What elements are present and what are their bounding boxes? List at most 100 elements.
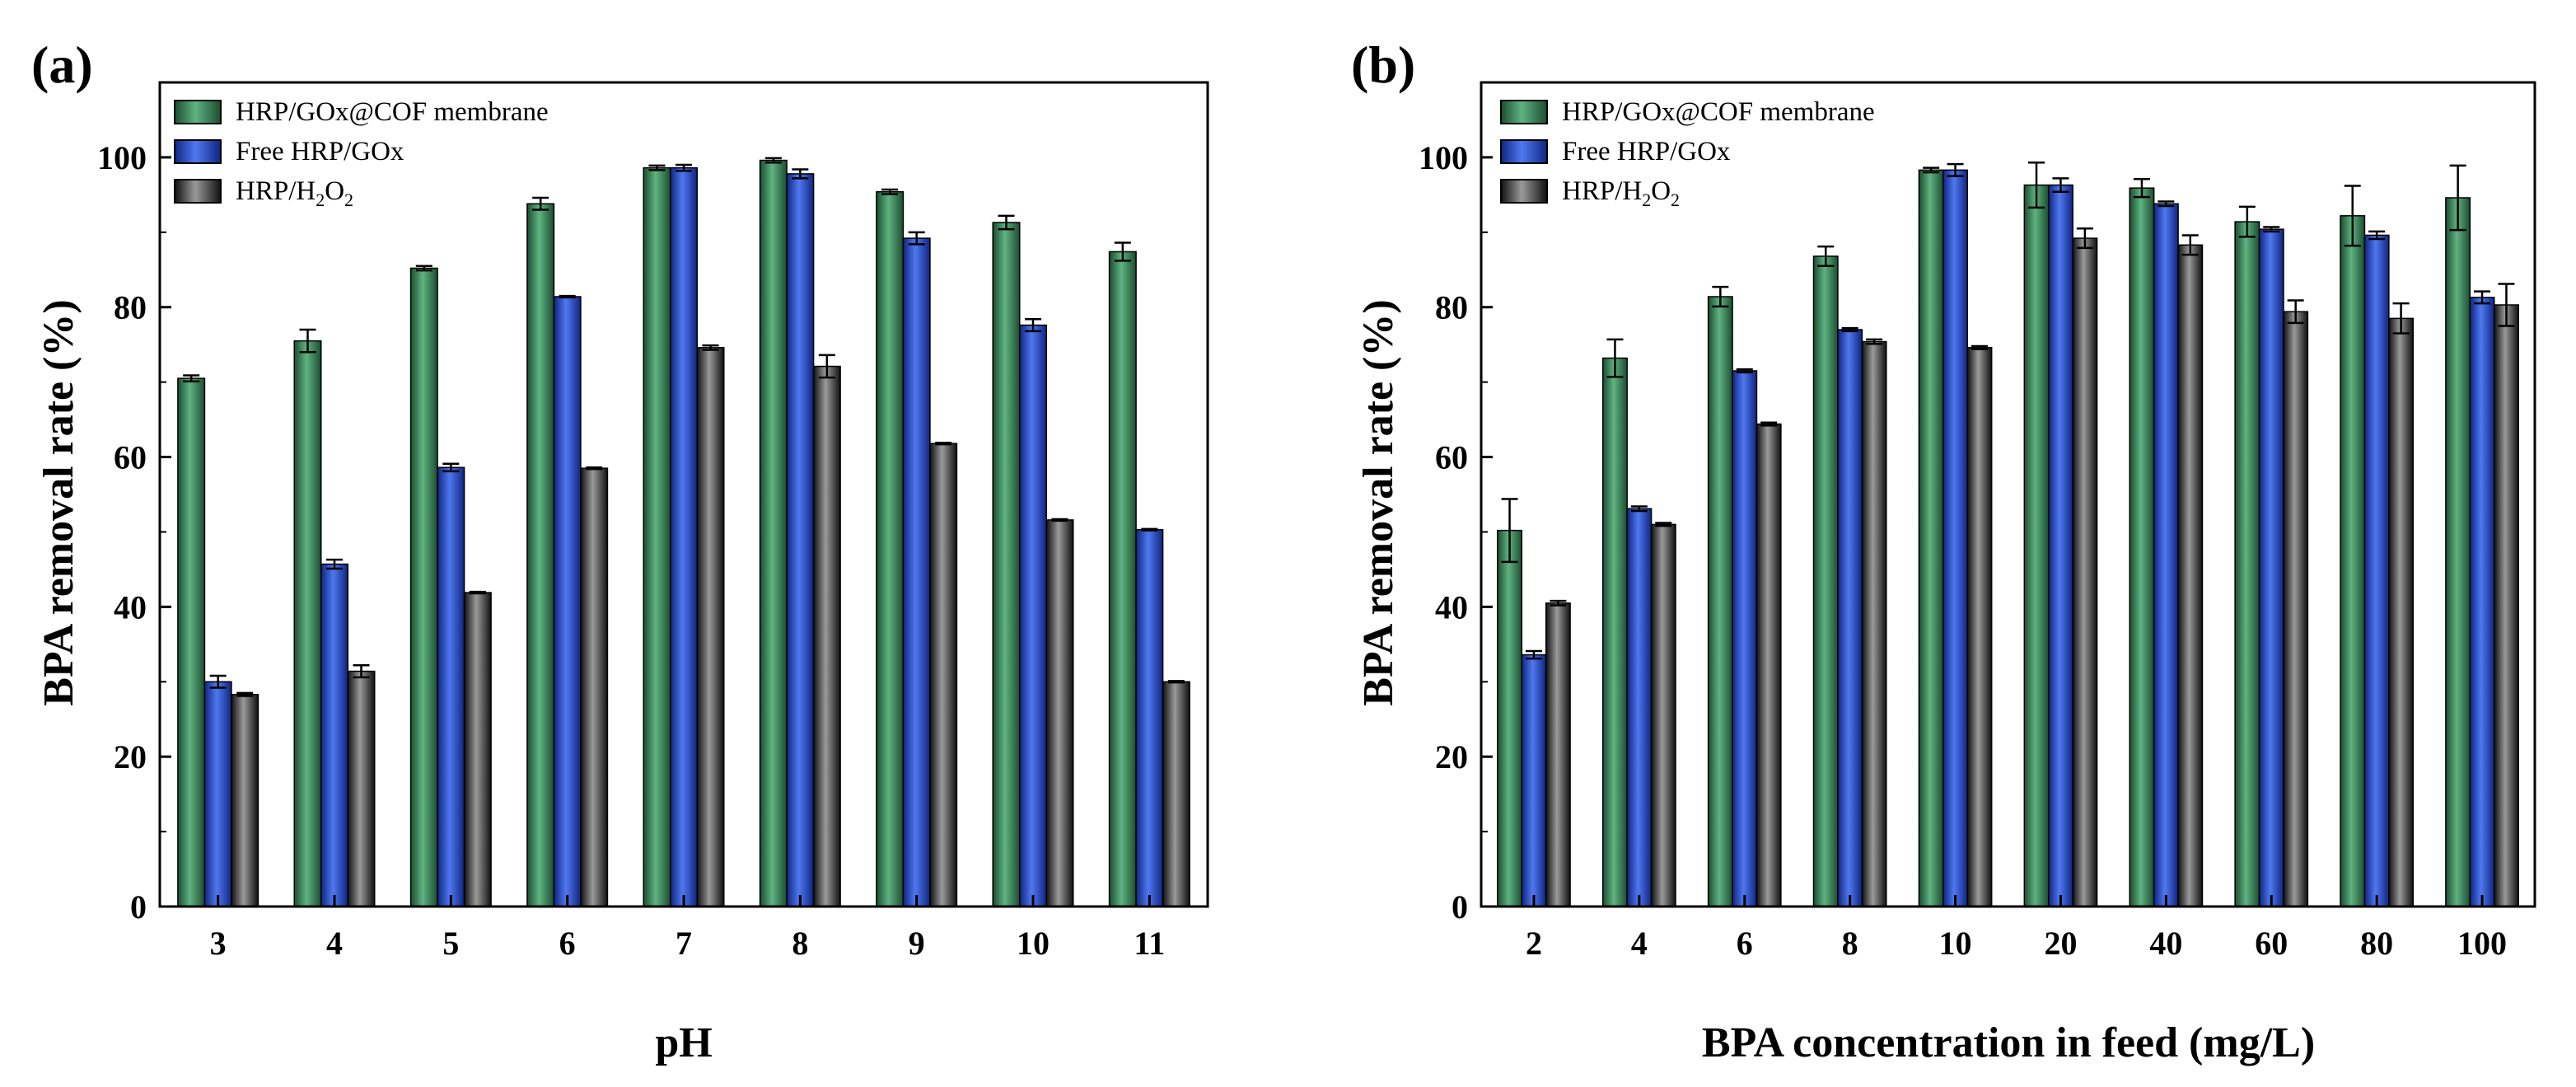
error-bar-membrane-a-10 [998, 214, 1015, 231]
legend-swatch-h2o2-a [174, 179, 222, 204]
error-bar-membrane-b-20 [2028, 162, 2045, 209]
y-tick-label-a-80: 80 [114, 289, 147, 326]
x-tick-label-a-8: 8 [792, 925, 808, 962]
plot-area-b: 0 20 40 60 80 100 2 4 6 8 10 20 40 60 80 100 [1419, 81, 2536, 962]
bar-h2o2-a-5 [463, 592, 492, 907]
legend-label-membrane-b: HRP/GOx@COF membrane [1562, 97, 1875, 127]
bar-membrane-a-4 [293, 340, 322, 907]
legend-swatch-free-a [174, 139, 222, 164]
y-tick-label-b-100: 100 [1419, 139, 1468, 176]
y-tick-label-a-20: 20 [114, 738, 147, 775]
panel-a: (a) BPA removal rate (%) pH 0 20 40 60 80 100… [31, 35, 1209, 1066]
error-bar-h2o2-a-9 [935, 442, 952, 446]
y-axis-title-b: BPA removal rate (%) [1355, 299, 1402, 705]
x-tick-label-a-5: 5 [442, 925, 459, 962]
bar-free-b-8 [1837, 329, 1863, 907]
x-tick-label-b-60: 60 [2255, 925, 2288, 962]
x-axis-title-b: BPA concentration in feed (mg/L) [1702, 1019, 2315, 1066]
error-bar-h2o2-a-11 [1167, 680, 1185, 684]
bar-membrane-b-80 [2340, 215, 2366, 907]
bar-membrane-a-9 [876, 190, 905, 907]
bar-free-a-5 [437, 466, 465, 907]
bar-free-b-4 [1626, 508, 1653, 907]
error-bar-free-b-20 [2052, 177, 2069, 193]
bar-membrane-b-60 [2234, 221, 2260, 907]
bar-h2o2-a-4 [347, 670, 376, 907]
x-tick-label-b-10: 10 [1939, 925, 1972, 962]
error-bar-h2o2-a-4 [353, 664, 370, 679]
bar-h2o2-b-40 [2177, 244, 2204, 907]
x-tick-label-b-8: 8 [1842, 925, 1858, 962]
bar-membrane-b-20 [2023, 184, 2050, 907]
error-bar-membrane-b-60 [2238, 205, 2256, 238]
bar-free-b-10 [1943, 169, 1969, 907]
bar-free-a-4 [320, 563, 349, 907]
bar-membrane-a-10 [992, 222, 1021, 907]
bar-h2o2-b-60 [2283, 311, 2309, 907]
error-bar-free-b-100 [2474, 290, 2491, 305]
bar-free-a-8 [786, 173, 815, 907]
bar-membrane-a-7 [643, 166, 671, 907]
error-bar-membrane-a-9 [881, 188, 899, 195]
error-bar-h2o2-a-3 [236, 691, 254, 697]
y-tick-label-b-20: 20 [1435, 738, 1468, 775]
bar-membrane-a-5 [409, 267, 438, 907]
bar-h2o2-b-2 [1545, 602, 1571, 907]
error-bar-h2o2-a-5 [469, 590, 486, 595]
error-bar-h2o2-b-6 [1760, 421, 1778, 427]
x-tick-label-b-80: 80 [2360, 925, 2393, 962]
panel-label-b: (b) [1351, 35, 1415, 94]
y-tick-label-b-40: 40 [1435, 588, 1468, 625]
error-bar-h2o2-b-20 [2076, 227, 2093, 250]
bar-h2o2-b-100 [2494, 304, 2519, 907]
bar-h2o2-a-6 [580, 467, 609, 907]
error-bar-free-a-7 [676, 163, 692, 172]
legend-swatch-membrane-b [1500, 100, 1548, 124]
error-bar-free-b-2 [1525, 649, 1542, 660]
bar-membrane-b-40 [2129, 187, 2155, 907]
x-tick-label-a-10: 10 [1017, 925, 1050, 962]
error-bar-membrane-a-7 [648, 164, 666, 171]
error-bar-free-a-11 [1141, 527, 1158, 532]
error-bar-membrane-a-3 [183, 374, 200, 382]
bar-free-b-2 [1521, 654, 1547, 907]
y-tick-label-a-0: 0 [130, 888, 147, 925]
legend-a: HRP/GOx@COF membrane Free HRP/GOx HRP/H2… [174, 97, 549, 210]
bar-membrane-b-4 [1601, 357, 1628, 907]
bar-membrane-b-6 [1707, 296, 1733, 907]
legend-label-h2o2-b: HRP/H2O2 [1562, 176, 1680, 210]
x-tick-label-a-7: 7 [676, 925, 692, 962]
plot-frame-b [1480, 81, 2536, 908]
bar-free-a-9 [902, 237, 931, 907]
legend-swatch-h2o2-b [1500, 179, 1548, 204]
y-tick-label-a-100: 100 [97, 139, 147, 176]
bar-h2o2-b-4 [1650, 523, 1676, 907]
error-bar-h2o2-a-7 [702, 344, 719, 351]
bar-free-b-20 [2047, 184, 2073, 907]
x-tick-label-b-100: 100 [2457, 925, 2507, 962]
error-bar-free-b-40 [2158, 200, 2175, 208]
bar-free-a-3 [203, 681, 232, 907]
error-bar-free-a-8 [792, 168, 809, 180]
bar-free-b-40 [2153, 203, 2179, 907]
error-bar-free-b-80 [2368, 230, 2386, 241]
y-tick-label-b-0: 0 [1452, 888, 1468, 925]
bar-membrane-a-6 [526, 203, 555, 907]
bar-free-b-6 [1732, 370, 1758, 907]
x-tick-label-b-2: 2 [1526, 925, 1542, 962]
y-tick-label-a-60: 60 [114, 439, 147, 476]
bar-free-b-60 [2258, 228, 2284, 907]
error-bar-membrane-a-11 [1114, 241, 1131, 262]
panel-b: (b) BPA removal rate (%) BPA concentrati… [1351, 35, 2536, 1066]
bar-h2o2-a-7 [696, 347, 725, 907]
error-bar-membrane-b-80 [2344, 185, 2361, 247]
bar-h2o2-a-9 [929, 443, 958, 907]
bar-h2o2-a-3 [231, 693, 259, 907]
error-bar-h2o2-b-10 [1971, 344, 1988, 350]
bar-h2o2-a-8 [812, 365, 841, 907]
error-bar-h2o2-a-6 [586, 466, 603, 471]
legend-label-membrane-a: HRP/GOx@COF membrane [236, 97, 549, 127]
bar-h2o2-b-8 [1861, 340, 1887, 907]
x-tick-label-a-4: 4 [326, 925, 343, 962]
